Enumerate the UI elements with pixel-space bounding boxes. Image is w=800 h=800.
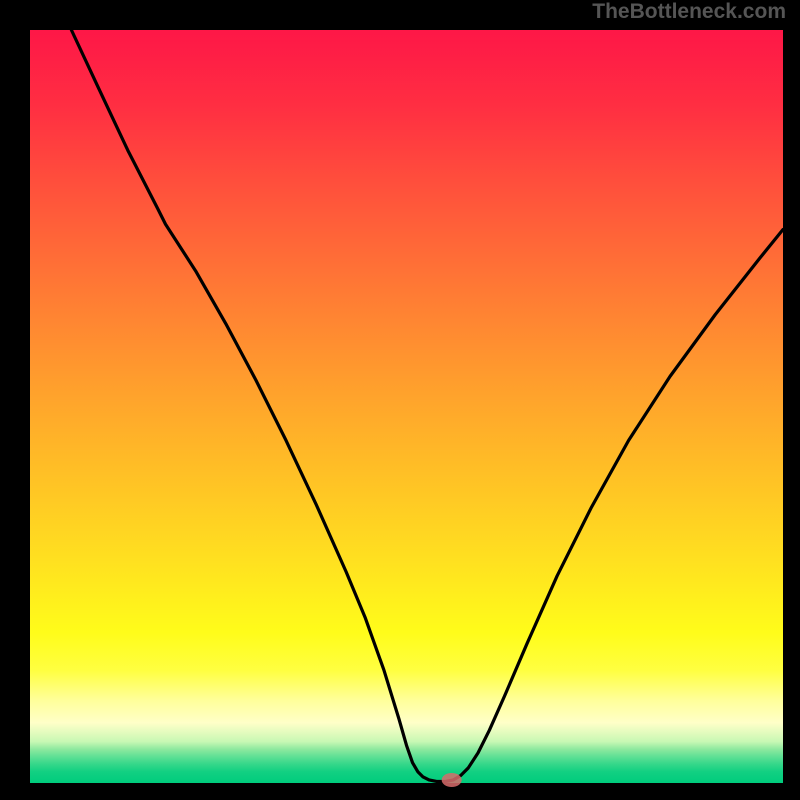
plot-area xyxy=(30,30,783,783)
chart-container: TheBottleneck.com xyxy=(0,0,800,800)
bottleneck-chart xyxy=(0,0,800,800)
watermark-text: TheBottleneck.com xyxy=(592,0,786,24)
optimum-marker xyxy=(442,773,462,787)
